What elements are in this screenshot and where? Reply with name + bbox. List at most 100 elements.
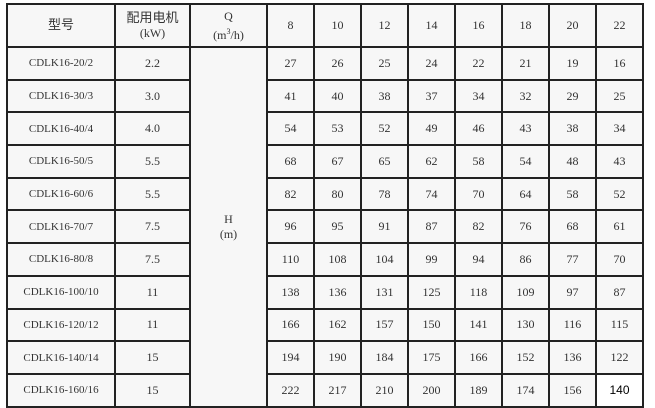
head-value-cell: 40 [313,78,362,114]
head-value-cell: 109 [501,274,550,310]
flow-value-header: 22 [595,3,644,48]
motor-cell: 7.5 [114,242,191,277]
head-value-cell: 162 [313,307,362,343]
model-cell: CDLK16-60/6 [6,176,116,212]
head-value-cell: 82 [266,176,315,212]
head-value-cell: 141 [454,307,503,343]
motor-cell: 15 [114,372,191,408]
head-value-cell: 190 [313,340,362,375]
head-value-cell: 108 [313,242,362,277]
head-value-cell: 116 [548,307,597,343]
head-value-cell: 166 [454,340,503,375]
head-value-cell: 61 [595,209,644,245]
head-value-cell: 29 [548,78,597,114]
motor-cell: 15 [114,340,191,375]
head-value-cell: 41 [266,78,315,114]
flow-header: Q (m3/h) [189,3,268,48]
motor-cell: 7.5 [114,209,191,245]
head-value-cell: 38 [360,78,409,114]
head-value-cell: 86 [501,242,550,277]
head-value-cell: 48 [548,144,597,179]
head-value-cell: 150 [407,307,456,343]
head-value-cell: 25 [595,78,644,114]
model-cell: CDLK16-50/5 [6,144,116,179]
table-row: CDLK16-140/14 15 194 190 184 175 166 152 136 122 [6,340,644,375]
head-value-cell: 70 [595,242,644,277]
flow-value-header: 18 [501,3,550,48]
head-label: H [224,211,233,226]
head-value-cell: 217 [313,372,362,408]
model-cell: CDLK16-100/10 [6,274,116,310]
table-row: CDLK16-100/10 11 138 136 131 125 118 109 97 87 [6,274,644,310]
head-value-cell: 94 [454,242,503,277]
head-value-cell: 22 [454,46,503,81]
head-value-cell: 222 [266,372,315,408]
head-value-cell: 43 [501,111,550,147]
head-value-cell: 87 [407,209,456,245]
head-value-cell: 174 [501,372,550,408]
head-value-cell: 68 [266,144,315,179]
motor-cell: 5.5 [114,144,191,179]
head-value-cell: 80 [313,176,362,212]
table-row: CDLK16-70/7 7.5 96 95 91 87 82 76 68 61 [6,209,644,245]
head-value-cell: 131 [360,274,409,310]
model-cell: CDLK16-30/3 [6,78,116,114]
head-value-cell: 152 [501,340,550,375]
head-value-cell: 54 [266,111,315,147]
pump-performance-table: 型号 配用电机 (kW) Q (m3/h) 8 10 12 14 16 18 20 22 CD… [6,3,644,408]
model-cell: CDLK16-40/4 [6,111,116,147]
head-value-cell: 16 [595,46,644,81]
head-value-cell: 104 [360,242,409,277]
head-value-cell: 184 [360,340,409,375]
head-value-cell: 194 [266,340,315,375]
head-value-cell: 58 [548,176,597,212]
flow-value-header: 10 [313,3,362,48]
motor-cell: 3.0 [114,78,191,114]
motor-header-label: 配用电机 [126,10,179,26]
head-value-cell: 26 [313,46,362,81]
head-value-cell: 157 [360,307,409,343]
head-value-cell: 140 [595,372,644,408]
head-value-cell: 96 [266,209,315,245]
head-value-cell: 32 [501,78,550,114]
head-value-cell: 49 [407,111,456,147]
head-value-cell: 38 [548,111,597,147]
head-unit: (m) [219,226,238,241]
head-value-cell: 156 [548,372,597,408]
table-row: CDLK16-20/2 2.2 H (m) 27 26 25 24 22 21 19 16 [6,46,644,408]
head-value-cell: 68 [548,209,597,245]
head-value-cell: 53 [313,111,362,147]
head-value-cell: 130 [501,307,550,343]
head-value-cell: 166 [266,307,315,343]
flow-header-unit: (m3/h) [213,26,244,42]
head-value-cell: 34 [595,111,644,147]
flow-value-header: 16 [454,3,503,48]
head-value-cell: 19 [548,46,597,81]
motor-cell: 5.5 [114,176,191,212]
motor-cell: 2.2 [114,46,191,81]
head-value-cell: 27 [266,46,315,81]
motor-cell: 11 [114,274,191,310]
table-row: CDLK16-80/8 7.5 110 108 104 99 94 86 77 70 [6,242,644,277]
head-value-cell: 78 [360,176,409,212]
head-value-cell: 97 [548,274,597,310]
head-value-cell: 110 [266,242,315,277]
head-label-cell: H (m) [189,46,268,408]
flow-value-header: 8 [266,3,315,48]
table-row: CDLK16-160/16 15 222 217 210 200 189 174 156 140 [6,372,644,408]
head-value-cell: 24 [407,46,456,81]
model-cell: CDLK16-80/8 [6,242,116,277]
head-value-cell: 77 [548,242,597,277]
flow-value-header: 14 [407,3,456,48]
table-row: CDLK16-30/3 3.0 41 40 38 37 34 32 29 25 [6,78,644,114]
table-row: CDLK16-60/6 5.5 82 80 78 74 70 64 58 52 [6,176,644,212]
head-value-cell: 21 [501,46,550,81]
head-value-cell: 200 [407,372,456,408]
head-value-cell: 122 [595,340,644,375]
head-value-cell: 99 [407,242,456,277]
head-value-cell: 118 [454,274,503,310]
table-row: CDLK16-50/5 5.5 68 67 65 62 58 54 48 43 [6,144,644,179]
head-value-cell: 74 [407,176,456,212]
head-value-cell: 125 [407,274,456,310]
head-value-cell: 138 [266,274,315,310]
